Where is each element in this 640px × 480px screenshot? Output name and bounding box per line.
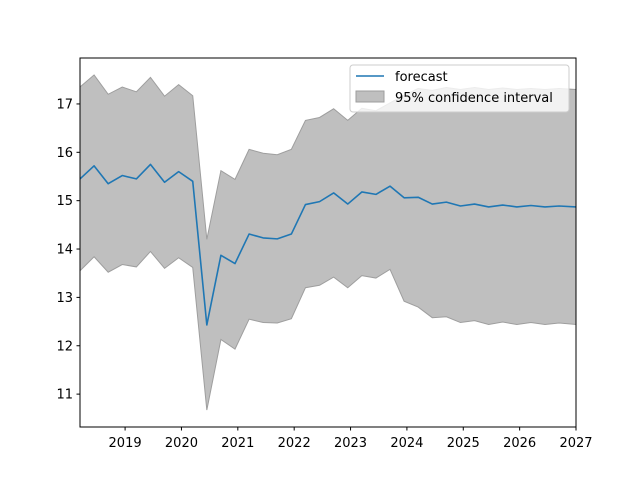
plot-area xyxy=(79,57,577,428)
y-tick-label: 17 xyxy=(56,97,73,112)
x-tick-label: 2027 xyxy=(559,436,592,451)
x-tick-label: 2026 xyxy=(503,436,536,451)
legend-ci-swatch xyxy=(355,90,385,103)
plot-frame xyxy=(79,57,577,428)
x-tick-label: 2021 xyxy=(221,436,254,451)
y-tick-label: 11 xyxy=(56,388,73,403)
x-tick-label: 2024 xyxy=(390,436,423,451)
y-tick-label: 13 xyxy=(56,291,73,306)
x-tick-label: 2020 xyxy=(165,436,198,451)
x-axis: 2019 2020 2021 2022 2023 2024 2025 2026 2027 xyxy=(109,427,593,451)
legend: forecast 95% confidence interval xyxy=(349,64,570,113)
x-tick-label: 2023 xyxy=(334,436,367,451)
x-tick-label: 2019 xyxy=(109,436,142,451)
y-tick-label: 12 xyxy=(56,339,73,354)
forecast-line xyxy=(79,163,577,326)
legend-box xyxy=(349,64,570,113)
legend-forecast-label: forecast xyxy=(395,70,448,85)
y-tick-label: 14 xyxy=(56,243,73,258)
y-axis: 11 12 13 14 15 16 17 xyxy=(56,97,80,403)
legend-ci-label: 95% confidence interval xyxy=(395,91,553,106)
x-tick-label: 2025 xyxy=(447,436,480,451)
y-tick-label: 16 xyxy=(56,146,73,161)
x-tick-label: 2022 xyxy=(278,436,311,451)
y-tick-label: 15 xyxy=(56,194,73,209)
